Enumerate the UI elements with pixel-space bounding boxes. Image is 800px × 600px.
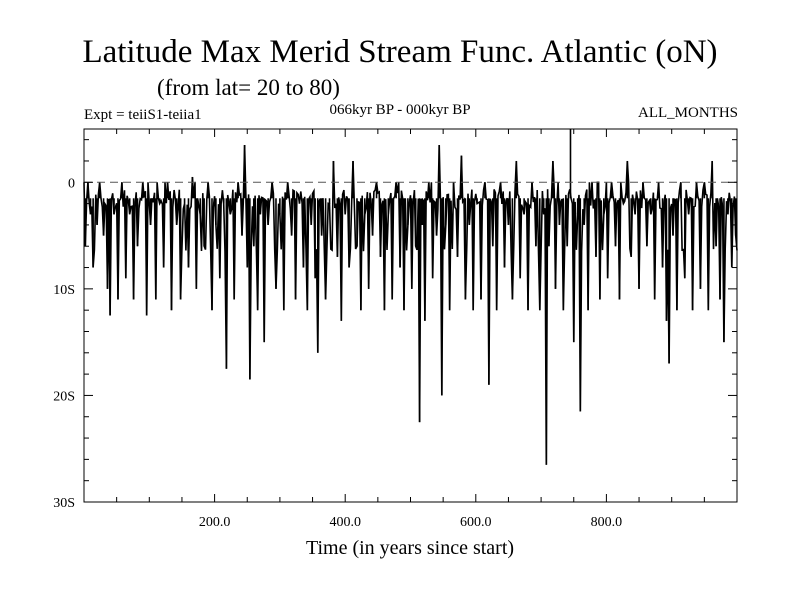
months-label: ALL_MONTHS [638, 105, 738, 121]
y-tick-label: 10S [53, 283, 75, 298]
x-tick-label: 200.0 [199, 515, 231, 530]
y-tick-label: 0 [68, 176, 75, 191]
period-label: 066kyr BP - 000kyr BP [329, 102, 471, 118]
experiment-label: Expt = teiiS1-teiia1 [84, 107, 202, 123]
axis-layer: 200.0 400.0 600.0 800.0 0 10S 20S 30S [53, 128, 738, 530]
x-tick-label: 800.0 [591, 515, 623, 530]
chart-title: Latitude Max Merid Stream Func. Atlantic… [82, 34, 718, 70]
chart-subtitle: (from lat= 20 to 80) [157, 75, 340, 100]
plot-frame [83, 128, 738, 503]
data-layer [83, 129, 738, 465]
y-tick-label: 20S [53, 389, 75, 404]
x-axis-label: Time (in years since start) [305, 537, 515, 559]
series-line-0 [83, 144, 738, 465]
x-tick-label: 400.0 [329, 515, 361, 530]
x-tick-label: 600.0 [460, 515, 492, 530]
y-tick-label: 30S [53, 496, 75, 511]
